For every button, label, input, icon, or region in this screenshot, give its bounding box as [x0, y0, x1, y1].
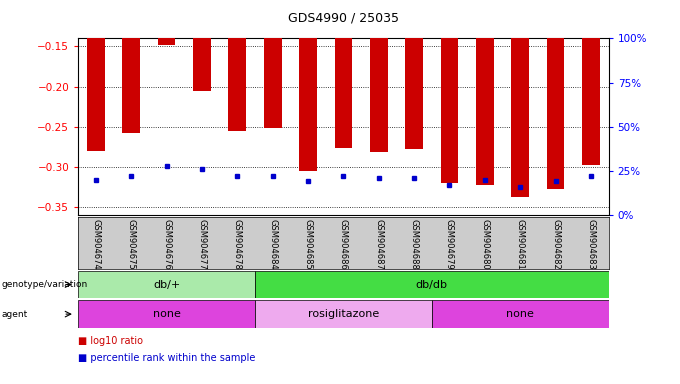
Bar: [405, 0, 423, 149]
Text: GSM904684: GSM904684: [268, 219, 277, 270]
Text: GDS4990 / 25035: GDS4990 / 25035: [288, 12, 399, 25]
Text: GSM904686: GSM904686: [339, 219, 348, 270]
Text: GSM904680: GSM904680: [480, 219, 490, 270]
Text: GSM904687: GSM904687: [374, 219, 384, 270]
Text: GSM904679: GSM904679: [445, 219, 454, 270]
Text: none: none: [507, 309, 534, 319]
Bar: [255, 271, 609, 298]
Text: GSM904688: GSM904688: [409, 219, 419, 270]
Text: genotype/variation: genotype/variation: [1, 280, 88, 289]
Bar: [299, 0, 317, 171]
Bar: [87, 0, 105, 151]
Bar: [335, 0, 352, 148]
Text: rosiglitazone: rosiglitazone: [308, 309, 379, 319]
Bar: [476, 0, 494, 185]
Text: GSM904681: GSM904681: [515, 219, 525, 270]
Text: GSM904683: GSM904683: [586, 219, 596, 270]
Text: GSM904676: GSM904676: [162, 219, 171, 270]
Bar: [547, 0, 564, 189]
Bar: [255, 300, 432, 328]
Text: ■ percentile rank within the sample: ■ percentile rank within the sample: [78, 353, 256, 363]
Bar: [122, 0, 140, 133]
Text: GSM904677: GSM904677: [197, 219, 207, 270]
Text: GSM904674: GSM904674: [91, 219, 101, 270]
Bar: [264, 0, 282, 128]
Text: GSM904675: GSM904675: [126, 219, 136, 270]
Text: GSM904685: GSM904685: [303, 219, 313, 270]
Bar: [78, 300, 255, 328]
Text: ■ log10 ratio: ■ log10 ratio: [78, 336, 143, 346]
Bar: [228, 0, 246, 131]
Text: db/db: db/db: [415, 280, 448, 290]
Bar: [370, 0, 388, 152]
Text: none: none: [153, 309, 180, 319]
Bar: [78, 271, 255, 298]
Bar: [158, 0, 175, 45]
Bar: [441, 0, 458, 183]
Text: agent: agent: [1, 310, 28, 319]
Bar: [432, 300, 609, 328]
Text: GSM904678: GSM904678: [233, 219, 242, 270]
Bar: [582, 0, 600, 165]
Bar: [193, 0, 211, 91]
Text: db/+: db/+: [153, 280, 180, 290]
Bar: [511, 0, 529, 197]
Text: GSM904682: GSM904682: [551, 219, 560, 270]
